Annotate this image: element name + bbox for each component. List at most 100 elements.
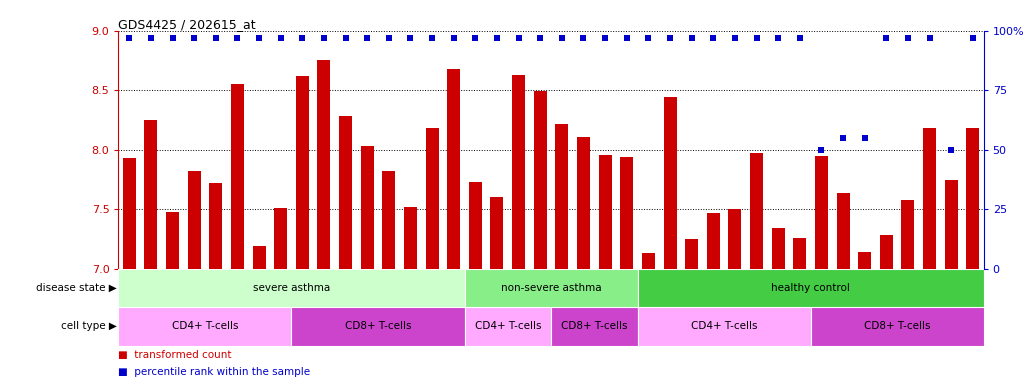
Point	[337, 35, 353, 41]
Text: CD4+ T-cells: CD4+ T-cells	[172, 321, 238, 331]
Point	[964, 35, 981, 41]
Point	[575, 35, 591, 41]
Text: CD8+ T-cells: CD8+ T-cells	[864, 321, 930, 331]
Point	[510, 35, 526, 41]
Bar	[923, 128, 936, 269]
Bar	[707, 213, 720, 269]
Bar	[642, 253, 655, 269]
Point	[315, 35, 332, 41]
Bar	[118, 307, 291, 346]
Bar	[638, 269, 984, 307]
Bar	[118, 269, 465, 307]
Bar	[144, 120, 158, 269]
Bar	[638, 307, 811, 346]
Point	[769, 35, 786, 41]
Bar	[465, 307, 551, 346]
Point	[878, 35, 894, 41]
Bar	[382, 171, 396, 269]
Bar	[425, 128, 439, 269]
Point	[942, 147, 959, 153]
Bar	[296, 76, 309, 269]
Text: CD4+ T-cells: CD4+ T-cells	[475, 321, 541, 331]
Bar	[291, 307, 465, 346]
Point	[250, 35, 267, 41]
Bar	[187, 171, 201, 269]
Bar	[836, 193, 850, 269]
Bar	[317, 60, 331, 269]
Point	[683, 35, 699, 41]
Point	[813, 147, 829, 153]
Text: ■  transformed count: ■ transformed count	[118, 350, 232, 360]
Bar	[404, 207, 417, 269]
Point	[164, 35, 181, 41]
Point	[553, 35, 570, 41]
Bar	[465, 269, 638, 307]
Bar	[815, 156, 828, 269]
Text: non-severe asthma: non-severe asthma	[501, 283, 602, 293]
Point	[640, 35, 656, 41]
Text: GDS4425 / 202615_at: GDS4425 / 202615_at	[118, 18, 256, 31]
Point	[445, 35, 461, 41]
Point	[142, 35, 159, 41]
Point	[705, 35, 721, 41]
Point	[402, 35, 418, 41]
Point	[618, 35, 634, 41]
Bar	[209, 183, 222, 269]
Point	[294, 35, 310, 41]
Bar	[555, 124, 569, 269]
Point	[380, 35, 397, 41]
Point	[531, 35, 548, 41]
Point	[726, 35, 743, 41]
Bar	[598, 154, 612, 269]
Text: disease state ▶: disease state ▶	[36, 283, 116, 293]
Bar	[551, 307, 638, 346]
Bar	[512, 75, 525, 269]
Point	[596, 35, 613, 41]
Point	[207, 35, 224, 41]
Point	[899, 35, 916, 41]
Bar	[811, 307, 984, 346]
Bar	[360, 146, 374, 269]
Point	[856, 135, 872, 141]
Bar	[123, 158, 136, 269]
Point	[121, 35, 137, 41]
Bar	[901, 200, 915, 269]
Bar	[858, 252, 871, 269]
Bar	[750, 153, 763, 269]
Bar	[577, 137, 590, 269]
Text: CD8+ T-cells: CD8+ T-cells	[561, 321, 627, 331]
Point	[791, 35, 808, 41]
Bar	[771, 228, 785, 269]
Text: cell type ▶: cell type ▶	[61, 321, 116, 331]
Bar	[252, 246, 266, 269]
Point	[488, 35, 505, 41]
Bar	[166, 212, 179, 269]
Bar	[620, 157, 633, 269]
Bar	[966, 128, 980, 269]
Text: CD8+ T-cells: CD8+ T-cells	[345, 321, 411, 331]
Point	[921, 35, 937, 41]
Bar	[728, 209, 742, 269]
Bar	[231, 84, 244, 269]
Bar	[490, 197, 504, 269]
Text: ■  percentile rank within the sample: ■ percentile rank within the sample	[118, 366, 311, 377]
Point	[185, 35, 202, 41]
Bar	[339, 116, 352, 269]
Point	[748, 35, 764, 41]
Point	[661, 35, 678, 41]
Bar	[447, 69, 460, 269]
Point	[834, 135, 851, 141]
Bar	[534, 91, 547, 269]
Bar	[469, 182, 482, 269]
Point	[467, 35, 483, 41]
Text: severe asthma: severe asthma	[253, 283, 330, 293]
Bar	[880, 235, 893, 269]
Point	[229, 35, 245, 41]
Point	[358, 35, 375, 41]
Point	[272, 35, 288, 41]
Text: healthy control: healthy control	[771, 283, 850, 293]
Text: CD4+ T-cells: CD4+ T-cells	[691, 321, 757, 331]
Bar	[685, 239, 698, 269]
Point	[423, 35, 440, 41]
Bar	[793, 238, 806, 269]
